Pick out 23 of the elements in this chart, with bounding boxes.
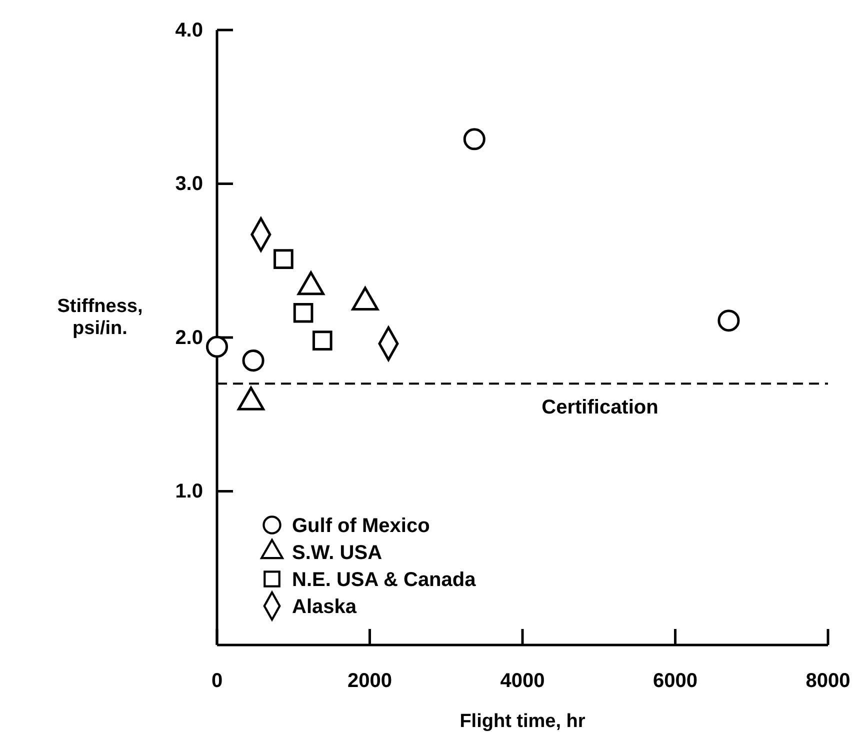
point (312, 330, 332, 350)
legend-label: N.E. USA & Canada (292, 569, 477, 591)
y-tick-label: 2.0 (175, 326, 203, 349)
point (718, 310, 740, 332)
x-axis-title: Flight time, hr (460, 711, 586, 732)
x-tick-label: 2000 (348, 670, 392, 692)
point (274, 249, 294, 269)
point (293, 302, 314, 323)
legend-label: Gulf of Mexico (292, 515, 430, 537)
legend-label: Alaska (292, 596, 358, 618)
y-tick-label: 1.0 (175, 480, 203, 503)
y-tick-label: 4.0 (175, 19, 203, 42)
point (242, 350, 264, 372)
point (463, 128, 486, 150)
legend-label: S.W. USA (292, 542, 382, 564)
point (206, 336, 228, 358)
y-axis-title: Stiffness, psi/in. (57, 296, 143, 339)
x-tick-label: 8000 (806, 670, 850, 692)
x-tick-label: 0 (211, 670, 223, 692)
y-tick-label: 3.0 (175, 173, 203, 196)
x-tick-label: 4000 (500, 670, 545, 692)
ref-line-label: Certification (542, 396, 658, 419)
x-tick-label: 6000 (653, 670, 698, 692)
